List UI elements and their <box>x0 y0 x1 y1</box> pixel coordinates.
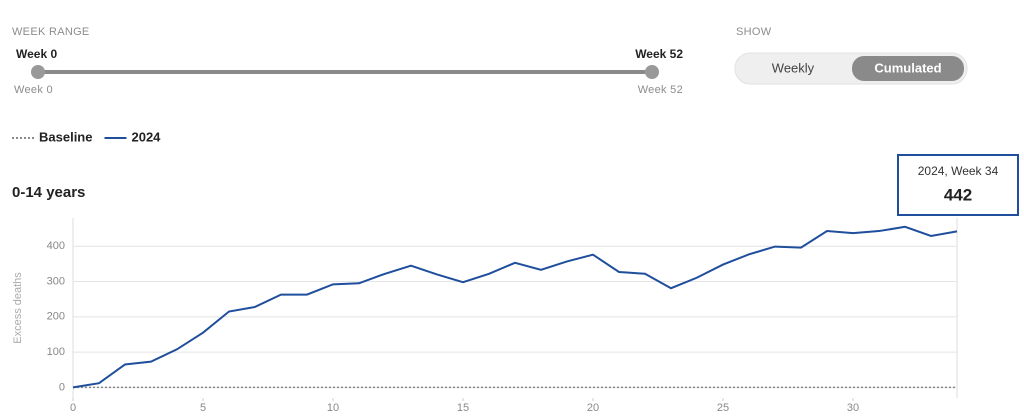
x-tick-label: 20 <box>587 402 599 414</box>
show-caption: SHOW <box>736 26 772 38</box>
x-tick-label: 25 <box>717 402 729 414</box>
y-tick-label: 400 <box>47 240 65 252</box>
legend-label: 2024 <box>131 129 161 144</box>
tooltip-title: 2024, Week 34 <box>918 164 999 178</box>
toggle-option[interactable]: Weekly <box>772 60 815 75</box>
range-end: Week 52 <box>635 47 683 61</box>
toggle-active <box>852 56 964 81</box>
range-min: Week 0 <box>14 84 53 96</box>
range-caption: WEEK RANGE <box>12 26 90 38</box>
x-tick-label: 10 <box>327 402 339 414</box>
range-max: Week 52 <box>638 84 683 96</box>
x-tick-label: 15 <box>457 402 469 414</box>
range-handle[interactable] <box>645 65 659 79</box>
x-tick-label: 0 <box>70 402 76 414</box>
y-tick-label: 200 <box>47 311 65 323</box>
x-tick-label: 5 <box>200 402 206 414</box>
range-handle[interactable] <box>31 65 45 79</box>
tooltip-box <box>897 154 1019 216</box>
legend-label: Baseline <box>39 129 92 144</box>
y-tick-label: 100 <box>47 346 65 358</box>
x-tick-label: 30 <box>847 402 859 414</box>
y-tick-label: 300 <box>47 275 65 287</box>
toggle-option[interactable]: Cumulated <box>874 60 941 75</box>
panel-title: 0-14 years <box>12 184 85 201</box>
range-start: Week 0 <box>16 47 57 61</box>
y-tick-label: 0 <box>59 381 65 393</box>
y-axis-label: Excess deaths <box>12 272 24 344</box>
tooltip-value: 442 <box>944 185 972 204</box>
series-line <box>72 225 958 389</box>
